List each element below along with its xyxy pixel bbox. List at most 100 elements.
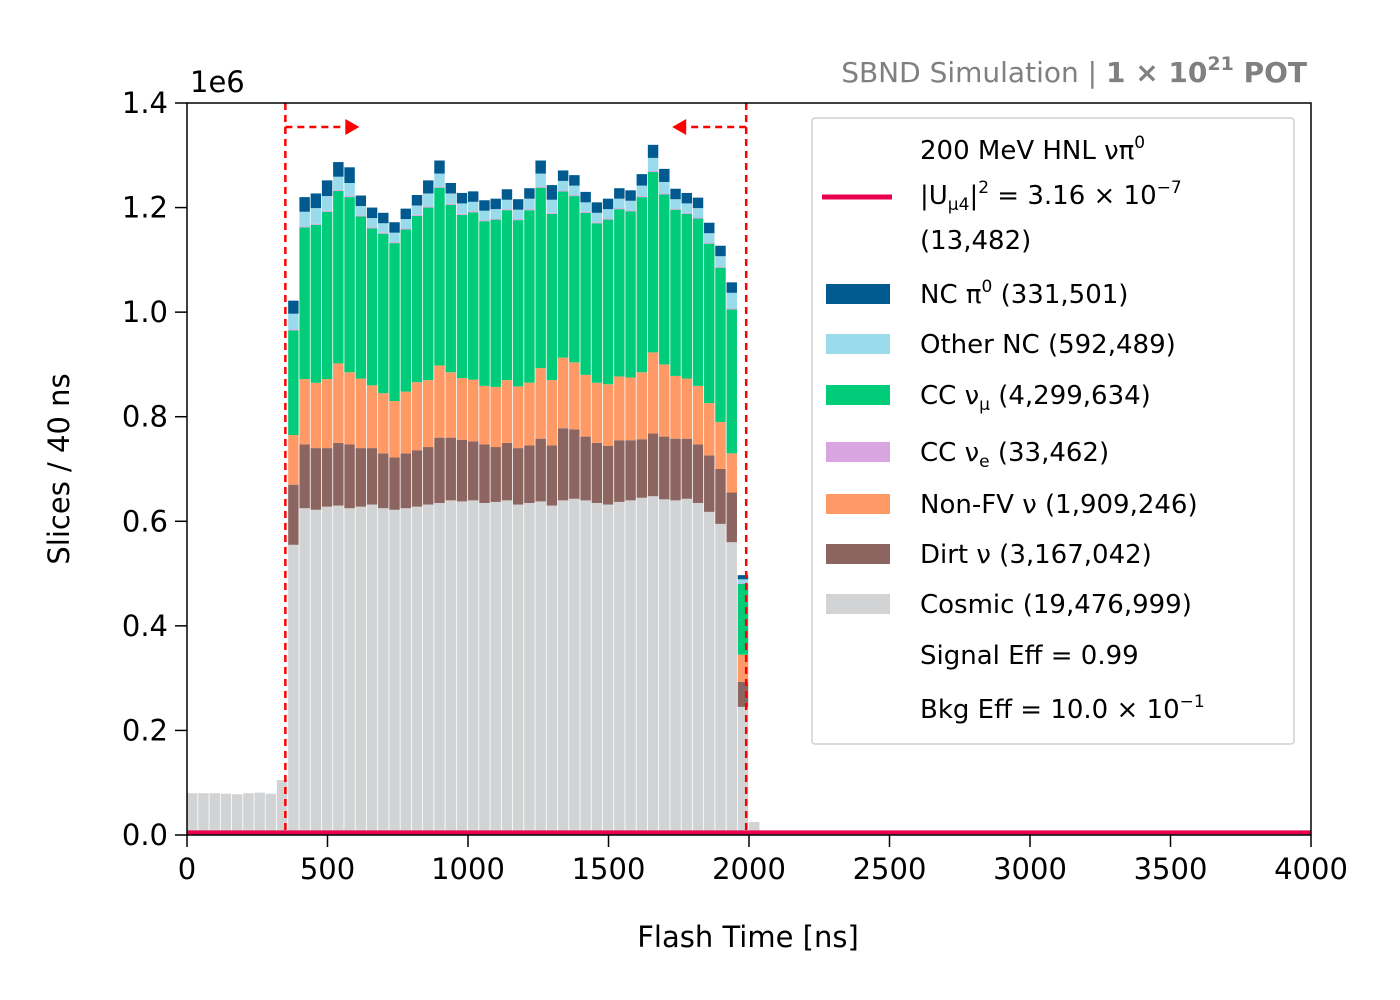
bar-segment-0-26 bbox=[479, 502, 490, 835]
bar-segment-0-13 bbox=[333, 505, 344, 835]
bar-segment-3-24 bbox=[456, 214, 468, 379]
legend-label-6: Cosmic (19,476,999) bbox=[920, 590, 1192, 620]
bar-segment-2-30 bbox=[524, 382, 535, 446]
bar-segment-3-44 bbox=[681, 213, 692, 379]
bar-segment-3-46 bbox=[704, 243, 715, 404]
bar-segment-6-31 bbox=[535, 160, 546, 174]
bar-segment-0-12 bbox=[321, 506, 333, 835]
bar-segment-0-8 bbox=[276, 780, 288, 835]
bar-segment-3-21 bbox=[423, 207, 434, 381]
bar-segment-1-15 bbox=[355, 448, 367, 507]
bar-segment-2-45 bbox=[692, 385, 704, 445]
legend-swatch-6 bbox=[826, 594, 890, 614]
bar-segment-4-23 bbox=[445, 203, 456, 205]
bar-segment-0-32 bbox=[546, 505, 558, 835]
bar-segment-2-43 bbox=[670, 375, 681, 439]
bar-segment-5-14 bbox=[344, 182, 355, 197]
bar-segment-0-4 bbox=[231, 794, 243, 835]
bar-segment-4-31 bbox=[535, 186, 546, 188]
bar-segment-6-10 bbox=[299, 197, 310, 212]
bar-segment-6-29 bbox=[512, 199, 524, 210]
bar-segment-2-46 bbox=[704, 403, 715, 456]
bar-segment-6-33 bbox=[557, 170, 569, 181]
bar-segment-2-39 bbox=[625, 377, 636, 441]
bar-segment-0-45 bbox=[692, 502, 704, 835]
bar-segment-1-18 bbox=[389, 457, 400, 510]
bar-segment-1-19 bbox=[400, 453, 411, 509]
bar-segment-0-42 bbox=[659, 499, 670, 835]
bar-segment-0-33 bbox=[557, 500, 569, 835]
bar-segment-6-24 bbox=[456, 192, 468, 204]
x-tick-label-7: 3500 bbox=[1134, 852, 1208, 886]
x-tick-label-1: 500 bbox=[300, 852, 355, 886]
bar-segment-4-27 bbox=[490, 218, 501, 220]
bar-segment-0-19 bbox=[400, 508, 411, 835]
bar-segment-2-15 bbox=[355, 378, 367, 449]
bar-segment-0-48 bbox=[726, 542, 737, 835]
bar-segment-4-37 bbox=[602, 218, 614, 220]
bar-segment-2-42 bbox=[659, 364, 670, 437]
legend-swatch-2 bbox=[826, 385, 890, 405]
y-offset-text: 1e6 bbox=[190, 65, 245, 99]
bar-segment-0-11 bbox=[310, 509, 322, 835]
bar-segment-2-47 bbox=[715, 421, 726, 469]
x-tick-label-8: 4000 bbox=[1274, 852, 1348, 886]
y-axis-ticks: 0.0 0.2 0.4 0.6 0.8 1.0 1.2 1.4 bbox=[122, 86, 187, 852]
bar-segment-6-32 bbox=[546, 185, 558, 200]
bar-segment-5-44 bbox=[681, 203, 692, 213]
bar-segment-3-13 bbox=[333, 190, 344, 364]
bar-segment-5-37 bbox=[602, 209, 614, 219]
bar-segment-4-24 bbox=[456, 213, 468, 215]
bar-segment-6-44 bbox=[681, 192, 692, 204]
bar-segment-2-24 bbox=[456, 378, 468, 440]
bar-segment-4-34 bbox=[569, 195, 580, 197]
bar-segment-4-26 bbox=[479, 220, 490, 222]
bar-segment-4-44 bbox=[681, 212, 692, 214]
bar-segment-3-10 bbox=[299, 227, 310, 380]
bar-segment-2-14 bbox=[344, 372, 355, 445]
bar-segment-4-46 bbox=[704, 242, 715, 244]
x-tick-label-2: 1000 bbox=[431, 852, 505, 886]
header-label: SBND Simulation | bbox=[841, 56, 1106, 89]
bar-segment-5-47 bbox=[715, 256, 726, 267]
bar-segment-5-45 bbox=[692, 208, 704, 218]
bar-segment-2-44 bbox=[681, 378, 692, 439]
x-axis-ticks: 0 500 1000 1500 2000 2500 3000 3500 4000 bbox=[178, 835, 1348, 886]
header-pot-exponent: 21 bbox=[1207, 53, 1233, 75]
histogram-bars bbox=[187, 144, 760, 835]
bar-segment-1-46 bbox=[704, 455, 715, 512]
bar-segment-0-10 bbox=[299, 508, 310, 835]
cut-arrowhead-left bbox=[672, 119, 687, 135]
bar-segment-6-18 bbox=[389, 222, 400, 233]
bar-segment-0-23 bbox=[445, 500, 456, 835]
bar-segment-4-39 bbox=[625, 210, 636, 212]
bar-segment-4-10 bbox=[299, 226, 310, 228]
bar-segment-0-38 bbox=[614, 501, 625, 835]
bar-segment-2-38 bbox=[614, 376, 625, 441]
bar-segment-3-40 bbox=[636, 197, 648, 373]
bar-segment-2-26 bbox=[479, 385, 490, 445]
bar-segment-4-29 bbox=[512, 219, 524, 221]
bar-segment-1-49 bbox=[737, 681, 749, 707]
bar-segment-3-37 bbox=[602, 219, 614, 385]
bar-segment-1-9 bbox=[288, 484, 299, 545]
bar-segment-2-16 bbox=[366, 385, 378, 449]
bar-segment-1-16 bbox=[366, 448, 378, 505]
bar-segment-1-12 bbox=[321, 448, 333, 507]
legend: 200 MeV HNL νπ0 |Uμ4|2 = 3.16 × 10−7 (13… bbox=[811, 117, 1295, 745]
bar-segment-4-9 bbox=[288, 329, 299, 331]
bar-segment-6-23 bbox=[445, 182, 456, 194]
legend-label-0: NC π0 (331,501) bbox=[920, 277, 1128, 310]
bar-segment-0-36 bbox=[591, 502, 603, 835]
bar-segment-0-16 bbox=[366, 504, 378, 835]
bar-segment-6-49 bbox=[737, 575, 749, 580]
bar-segment-5-18 bbox=[389, 232, 400, 243]
bar-segment-0-47 bbox=[715, 523, 726, 835]
y-tick-label-7: 1.4 bbox=[122, 86, 168, 120]
bar-segment-4-40 bbox=[636, 196, 648, 198]
bar-segment-4-15 bbox=[355, 215, 367, 217]
legend-label-3: CC νe (33,462) bbox=[920, 438, 1109, 472]
bar-segment-2-10 bbox=[299, 379, 310, 445]
bar-segment-2-27 bbox=[490, 386, 501, 448]
bar-segment-5-12 bbox=[321, 196, 333, 211]
